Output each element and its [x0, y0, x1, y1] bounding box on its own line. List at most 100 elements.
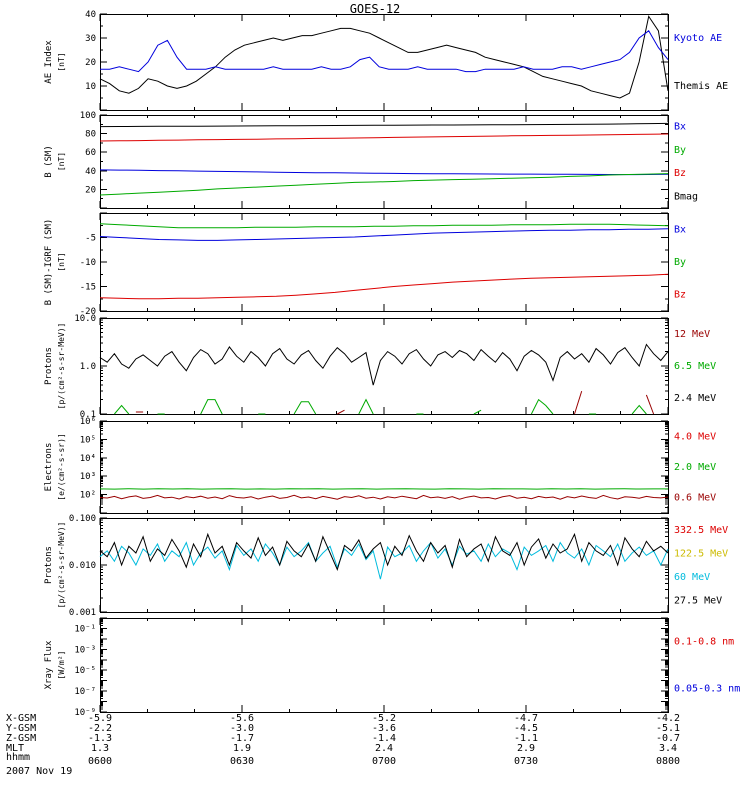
- legend-item-27.5-mev: 27.5 MeV: [674, 595, 722, 606]
- series-line-12-mev: [645, 394, 655, 415]
- series-line-6.5-mev: [114, 404, 130, 415]
- y-axis-label: Protons: [44, 347, 54, 385]
- legend-item-0.05-0.3-nm: 0.05-0.3 nm: [674, 684, 740, 695]
- y-axis-title: Protons [p/(cm²-s-sr-MeV)]: [44, 522, 66, 609]
- legend-item-0.1-0.8-nm: 0.1-0.8 nm: [674, 637, 734, 648]
- series-line-60-mev: [99, 541, 669, 580]
- ytick-label: -15: [80, 283, 96, 293]
- ytick-label: 20: [85, 185, 96, 195]
- y-axis-label: [p/(cm²-s-sr-MeV)]: [57, 323, 66, 410]
- row-label-y-gsm: Y-GSM: [6, 723, 36, 734]
- legend-item-122.5-mev: 122.5 MeV: [674, 548, 728, 559]
- y-tick-labels: 20 40 60 80 100: [80, 111, 96, 195]
- legend: Bx By Bz: [674, 224, 686, 300]
- y-tick-labels: 10⁻¹ 10⁻³ 10⁻⁵ 10⁻⁷ 10⁻⁹: [74, 624, 96, 718]
- ytick-label: -10: [80, 258, 96, 268]
- series-line-bx: [99, 169, 669, 176]
- y-axis-label: [W/m²]: [57, 651, 66, 680]
- series-lines: [99, 223, 669, 300]
- row-value: -0.7: [656, 733, 680, 744]
- row-value: -5.6: [230, 713, 254, 724]
- legend: 4.0 MeV 2.0 MeV 0.6 MeV: [674, 431, 716, 503]
- row-value: -5.9: [88, 713, 112, 724]
- legend-item-by: By: [674, 257, 686, 268]
- ytick-label: 10⁴: [80, 454, 96, 464]
- x-tick-marks: [99, 518, 669, 612]
- row-value: -4.2: [656, 713, 680, 724]
- x-tick-marks: [99, 115, 669, 208]
- hhmm-label: hhmm: [6, 752, 30, 763]
- series-lines: [99, 15, 669, 99]
- row-value: 1.3: [91, 743, 109, 754]
- time-tick-label: 0630: [230, 756, 254, 767]
- y-axis-label: AE Index: [44, 40, 54, 84]
- time-tick-label: 0800: [656, 756, 680, 767]
- ytick-label: 10⁻³: [74, 645, 96, 655]
- series-line-6.5-mev: [200, 399, 223, 415]
- row-value: -2.2: [88, 723, 112, 734]
- series-line-themis-ae: [99, 15, 669, 99]
- series-line-bz: [99, 133, 669, 142]
- panel-7: 10⁻¹ 10⁻³ 10⁻⁵ 10⁻⁷ 10⁻⁹ Xray Flux [W/m²] 0.1-0…: [44, 617, 740, 718]
- legend-item-bmag: Bmag: [674, 191, 698, 202]
- plot-title: GOES-12: [349, 2, 401, 16]
- ytick-label: 10⁻⁹: [74, 708, 96, 718]
- x-tick-marks: [99, 14, 669, 110]
- ytick-label: 10⁶: [80, 417, 96, 427]
- ytick-label: 0.1: [80, 410, 96, 420]
- time-tick-label: 0600: [88, 756, 112, 767]
- bottom-axis: X-GSM -5.9 -5.6 -5.2 -4.7 -4.2 Y-GSM -2.2 -3.0 -3…: [6, 713, 680, 767]
- row-value: -3.0: [230, 723, 254, 734]
- ytick-label: 10⁻⁵: [74, 666, 96, 676]
- legend-item-bx: Bx: [674, 224, 686, 235]
- y-tick-labels: 0.001 0.010 0.100: [69, 514, 96, 618]
- series-line-6.5-mev: [358, 398, 374, 415]
- ytick-label: 60: [85, 148, 96, 158]
- series-lines: [99, 343, 669, 415]
- legend: 12 MeV 6.5 MeV 2.4 MeV: [674, 329, 716, 404]
- ytick-label: 10⁵: [80, 435, 96, 445]
- y-axis-label: B (SM)-IGRF (SM): [44, 219, 54, 306]
- legend-item-themis-ae: Themis AE: [674, 81, 728, 92]
- series-lines: [99, 122, 669, 196]
- panel-3: -20 -15 -10 -5 B (SM)-IGRF (SM) [nT] Bx By Bz: [44, 212, 686, 317]
- legend: Kyoto AE Themis AE: [674, 33, 728, 92]
- panel-box: [100, 115, 669, 209]
- y-axis-label: [e/(cm²-s-sr)]: [57, 433, 66, 500]
- series-line-0.6-mev: [99, 494, 669, 500]
- ytick-label: 0.100: [69, 514, 96, 524]
- legend-item-by: By: [674, 145, 686, 156]
- panel-2: 20 40 60 80 100 B (SM) [nT] Bx By Bz Bmag: [44, 111, 698, 209]
- x-tick-marks: [99, 318, 669, 414]
- row-value: -5.2: [372, 713, 396, 724]
- row-value: -4.7: [514, 713, 538, 724]
- ytick-label: 0.010: [69, 561, 96, 571]
- y-axis-title: B (SM) [nT]: [44, 145, 66, 178]
- ytick-label: 0.001: [69, 608, 96, 618]
- y-tick-marks: [100, 114, 668, 209]
- y-axis-title: Xray Flux [W/m²]: [44, 640, 66, 689]
- y-axis-label: Xray Flux: [44, 640, 54, 689]
- y-tick-marks: [100, 617, 668, 713]
- row-value: -1.3: [88, 733, 112, 744]
- ytick-label: 10.0: [74, 314, 96, 324]
- panel-box: [100, 618, 669, 713]
- ytick-label: -20: [80, 307, 96, 317]
- panel-4: 0.1 1.0 10.0 Protons [p/(cm²-s-sr-MeV)] 12 Me…: [44, 314, 716, 420]
- legend-item-6.5-mev: 6.5 MeV: [674, 361, 716, 372]
- ytick-label: 100: [80, 111, 96, 121]
- y-axis-label: [nT]: [57, 52, 66, 71]
- y-axis-label: [nT]: [57, 252, 66, 271]
- legend-item-2.0-mev: 2.0 MeV: [674, 462, 716, 473]
- legend-item-12-mev: 12 MeV: [674, 329, 710, 340]
- y-axis-label: Protons: [44, 546, 54, 584]
- legend: 0.1-0.8 nm 0.05-0.3 nm: [674, 637, 740, 695]
- x-tick-marks: [99, 618, 669, 712]
- legend-item-kyoto-ae: Kyoto AE: [674, 33, 722, 44]
- legend-item-0.6-mev: 0.6 MeV: [674, 493, 716, 504]
- y-tick-marks: [100, 420, 668, 514]
- legend-item-332.5-mev: 332.5 MeV: [674, 525, 728, 536]
- y-axis-label: B (SM): [44, 145, 54, 178]
